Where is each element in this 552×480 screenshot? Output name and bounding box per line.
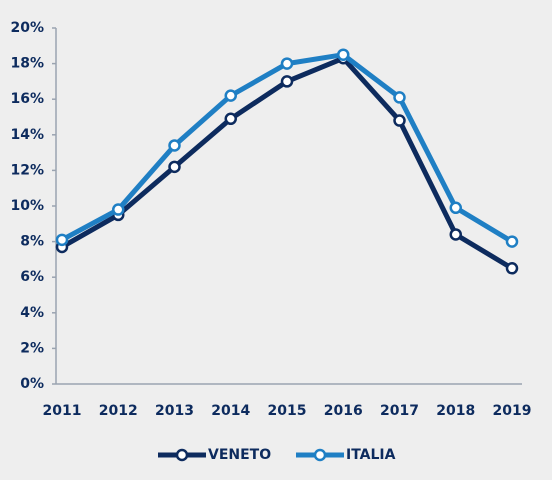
x-tick-label: 2012 (99, 403, 138, 419)
y-tick-label: 20% (10, 20, 44, 36)
point (168, 160, 181, 174)
y-tick-label: 18% (10, 56, 44, 72)
x-tick-label: 2013 (155, 403, 194, 419)
point (280, 57, 294, 70)
point (55, 233, 69, 247)
x-tick-label: 2011 (43, 403, 82, 419)
x-tick-label: 2019 (493, 403, 532, 419)
x-tick-label: 2016 (324, 403, 363, 419)
point (224, 112, 237, 126)
legend-label: ITALIA (346, 447, 396, 463)
x-tick-label: 2014 (211, 403, 250, 419)
point (449, 201, 462, 215)
point (224, 89, 237, 102)
point (337, 48, 350, 61)
x-tick-label: 2015 (268, 403, 307, 419)
point (168, 139, 181, 152)
legend-label: VENETO (208, 447, 271, 463)
point (505, 235, 519, 248)
x-tick-label: 2018 (436, 403, 475, 419)
legend-marker (175, 448, 189, 462)
legend-marker (313, 448, 327, 462)
x-tick-label: 2017 (380, 403, 419, 419)
y-tick-label: 16% (10, 91, 44, 107)
point (449, 228, 462, 241)
y-tick-label: 4% (20, 305, 44, 321)
y-tick-label: 0% (20, 376, 44, 392)
point (393, 114, 406, 127)
point (393, 91, 406, 104)
y-tick-label: 10% (10, 198, 44, 214)
y-tick-label: 14% (10, 127, 44, 143)
point (505, 262, 519, 275)
y-tick-label: 6% (20, 269, 44, 285)
y-tick-label: 2% (20, 340, 44, 356)
point (280, 75, 294, 88)
y-tick-label: 8% (20, 234, 44, 250)
point (112, 203, 125, 216)
y-tick-label: 12% (10, 162, 44, 178)
